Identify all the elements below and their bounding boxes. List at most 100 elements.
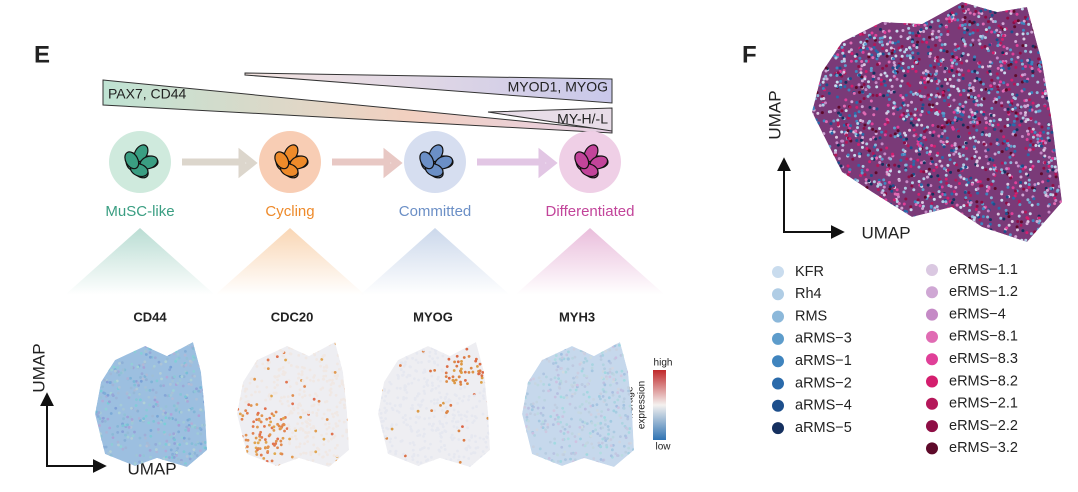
umap-point <box>1012 196 1016 200</box>
umap-point <box>258 447 262 451</box>
umap-point <box>263 366 267 370</box>
umap-point <box>140 461 144 464</box>
umap-point <box>819 29 823 33</box>
umap-point <box>320 433 324 437</box>
umap-point <box>440 368 444 372</box>
umap-point <box>900 206 904 210</box>
umap-point <box>106 362 110 365</box>
umap-point <box>439 379 442 383</box>
umap-point <box>1057 149 1061 153</box>
umap-point <box>1046 169 1050 173</box>
umap-point <box>154 442 158 446</box>
umap-point <box>270 394 273 398</box>
umap-point <box>400 361 404 365</box>
umap-point <box>935 205 939 209</box>
umap-point <box>599 421 603 425</box>
umap-point <box>590 366 594 370</box>
umap-point <box>945 121 949 125</box>
umap-point <box>839 79 843 83</box>
umap-point <box>525 413 529 417</box>
umap-point <box>1005 46 1009 50</box>
umap-point <box>949 170 953 174</box>
umap-point <box>853 153 857 157</box>
umap-point <box>874 132 878 136</box>
umap-point <box>458 397 461 400</box>
umap-point <box>989 84 993 88</box>
umap-point <box>1001 234 1005 238</box>
umap-point <box>391 457 395 460</box>
umap-point <box>184 464 187 467</box>
umap-point <box>906 144 910 148</box>
umap-point <box>176 352 180 356</box>
umap-point <box>580 428 584 432</box>
umap-point <box>999 80 1003 84</box>
umap-point <box>1031 186 1035 190</box>
umap-point <box>195 454 199 457</box>
umap-point <box>852 205 856 209</box>
umap-point <box>959 167 963 171</box>
umap-point <box>910 40 914 44</box>
umap-point <box>115 344 119 348</box>
umap-point <box>837 111 841 115</box>
umap-point <box>1020 7 1024 11</box>
umap-point <box>560 356 564 360</box>
umap-point <box>1050 130 1054 134</box>
umap-point <box>534 360 538 364</box>
umap-point <box>593 349 597 352</box>
umap-point <box>988 167 992 171</box>
umap-point <box>610 371 614 375</box>
umap-point <box>940 164 944 168</box>
umap-point <box>567 350 570 354</box>
umap-point <box>946 32 950 36</box>
umap-point <box>956 18 960 22</box>
umap-point <box>445 411 448 415</box>
umap-point <box>856 213 860 217</box>
umap-point <box>327 439 330 443</box>
umap-point <box>948 158 952 162</box>
umap-point <box>897 164 901 168</box>
umap-point <box>585 359 589 363</box>
umap-point <box>582 374 586 377</box>
umap-point <box>574 440 578 444</box>
umap-point <box>325 432 329 436</box>
umap-point <box>95 455 97 459</box>
umap-point <box>1037 51 1041 55</box>
umap-point <box>891 212 895 216</box>
umap-point <box>918 136 922 140</box>
umap-point <box>1013 97 1017 101</box>
umap-point <box>921 204 925 208</box>
umap-point <box>556 365 560 369</box>
umap-point <box>569 343 572 347</box>
umap-point <box>598 434 602 438</box>
umap-point <box>876 54 880 58</box>
umap-point <box>105 380 109 384</box>
umap-point <box>164 443 168 446</box>
umap-point <box>238 454 242 458</box>
umap-point <box>444 458 448 462</box>
umap-point <box>245 387 249 391</box>
umap-point <box>237 348 240 352</box>
umap-point <box>964 141 968 145</box>
umap-point <box>973 69 977 73</box>
umap-point <box>908 31 912 35</box>
umap-point <box>590 344 594 348</box>
umap-point <box>1025 188 1029 192</box>
umap-point <box>950 201 954 205</box>
umap-point <box>885 49 889 53</box>
umap-point <box>584 344 588 348</box>
umap-point <box>344 398 348 402</box>
umap-point <box>837 46 841 50</box>
umap-point <box>962 177 966 181</box>
umap-point <box>147 395 151 399</box>
umap-point <box>378 382 382 386</box>
wedge-label: PAX7, CD44 <box>108 86 187 102</box>
umap-point <box>1004 52 1008 56</box>
umap-point <box>889 46 893 50</box>
umap-point <box>120 361 124 365</box>
umap-point <box>845 197 849 201</box>
umap-point <box>1031 22 1035 26</box>
fan <box>215 228 365 295</box>
umap-point <box>925 151 929 155</box>
umap-point <box>1000 168 1004 172</box>
umap-point <box>99 438 103 442</box>
